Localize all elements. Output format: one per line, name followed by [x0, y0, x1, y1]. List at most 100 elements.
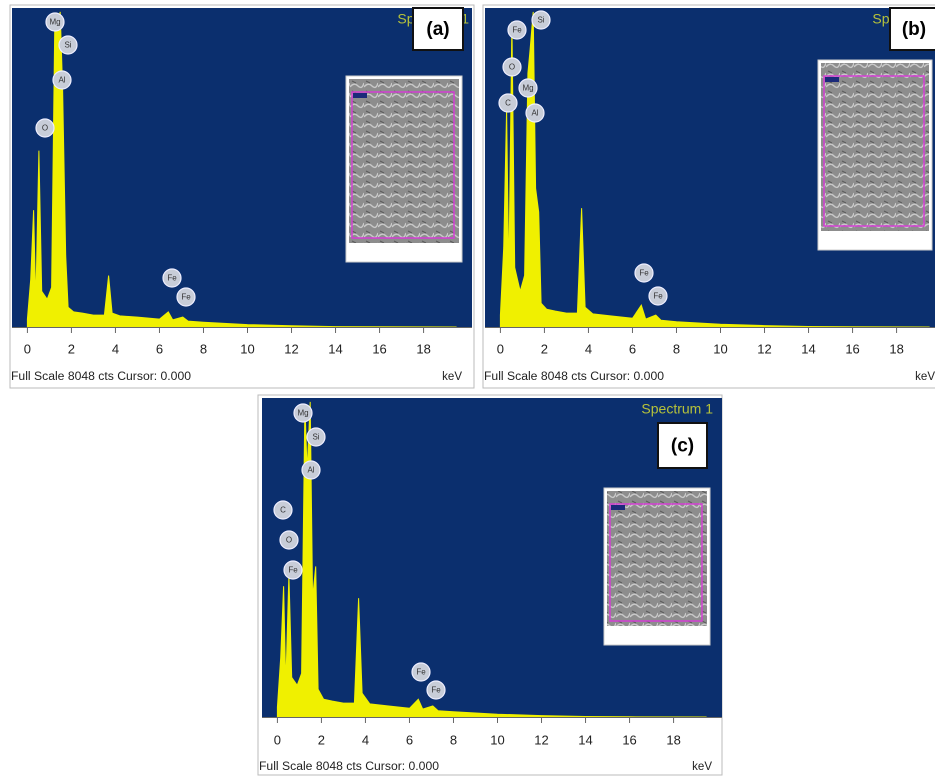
- x-tick-label: 14: [578, 732, 592, 747]
- peak-marker: [35, 118, 55, 138]
- panel-label-box: [889, 7, 935, 51]
- inset-selection: [351, 91, 455, 239]
- peak-label: Fe: [416, 668, 426, 677]
- panel-label-box: [657, 422, 708, 469]
- panel-label: (c): [671, 436, 694, 457]
- x-tick-label: 0: [497, 341, 504, 356]
- peak-label: Al: [307, 466, 314, 475]
- x-unit: keV: [915, 371, 935, 383]
- peak-marker: [45, 12, 65, 32]
- x-tick-label: 8: [200, 341, 207, 356]
- x-tick-label: 10: [713, 341, 727, 356]
- peak-marker: [648, 286, 668, 306]
- panel-label: (b): [902, 19, 926, 40]
- footer: Full Scale 8048 cts Cursor: 0.000: [11, 371, 191, 383]
- x-tick-label: 18: [889, 341, 903, 356]
- inset-image: [821, 63, 929, 231]
- footer: Full Scale 8048 cts Cursor: 0.000: [484, 371, 664, 383]
- peak-marker: [518, 78, 538, 98]
- inset-selection: [609, 503, 703, 622]
- x-tick-label: 4: [585, 341, 592, 356]
- spectrum: [499, 11, 930, 327]
- x-tick-label: 18: [416, 341, 430, 356]
- peak-marker: [273, 500, 293, 520]
- x-tick-label: 16: [622, 732, 636, 747]
- x-tick-label: 0: [274, 732, 281, 747]
- peak-marker: [279, 530, 299, 550]
- peak-marker: [502, 57, 522, 77]
- peak-marker: [525, 103, 545, 123]
- x-tick-label: 6: [156, 341, 163, 356]
- inset-image: [607, 491, 707, 626]
- peak-label: Si: [64, 41, 71, 50]
- peak-label: Si: [537, 16, 544, 25]
- x-tick-label: 2: [541, 341, 548, 356]
- peak-marker: [283, 560, 303, 580]
- x-tick-label: 14: [801, 341, 815, 356]
- x-tick-label: 2: [68, 341, 75, 356]
- peak-label: Al: [531, 109, 538, 118]
- peak-label: Fe: [653, 292, 663, 301]
- peak-marker: [306, 427, 326, 447]
- peak-marker: [507, 20, 527, 40]
- peak-label: Fe: [167, 274, 177, 283]
- spectrum-title: Spectrum 1: [641, 401, 713, 417]
- x-tick-label: 6: [629, 341, 636, 356]
- peak-label: Fe: [512, 26, 522, 35]
- footer: Full Scale 8048 cts Cursor: 0.000: [259, 761, 439, 773]
- peak-label: Mg: [49, 18, 60, 27]
- x-tick-label: 12: [284, 341, 298, 356]
- inset-tag: [611, 505, 625, 510]
- peak-marker: [634, 263, 654, 283]
- peak-label: O: [286, 536, 292, 545]
- peak-marker: [58, 35, 78, 55]
- x-tick-label: 2: [318, 732, 325, 747]
- x-tick-label: 8: [673, 341, 680, 356]
- x-tick-label: 10: [490, 732, 504, 747]
- spectrum: [276, 401, 707, 717]
- x-tick-label: 14: [328, 341, 342, 356]
- peak-label: Fe: [288, 566, 298, 575]
- peak-marker: [162, 268, 182, 288]
- peak-label: Si: [312, 433, 319, 442]
- peak-label: O: [509, 63, 515, 72]
- peak-label: Fe: [181, 293, 191, 302]
- peak-marker: [301, 460, 321, 480]
- peak-marker: [498, 93, 518, 113]
- peak-label: Fe: [431, 686, 441, 695]
- x-tick-label: 12: [757, 341, 771, 356]
- x-tick-label: 4: [362, 732, 369, 747]
- panel-label: (a): [426, 19, 449, 40]
- peak-label: Al: [58, 76, 65, 85]
- peak-marker: [176, 287, 196, 307]
- x-tick-label: 6: [406, 732, 413, 747]
- x-tick-label: 0: [24, 341, 31, 356]
- peak-marker: [52, 70, 72, 90]
- peak-marker: [293, 403, 313, 423]
- spectrum: [26, 11, 457, 327]
- spectrum-panel: Spectrum 1 0 2 4 6 8 10 12 14 16 18 Full Scale 8048…: [257, 394, 723, 776]
- x-unit: keV: [442, 371, 462, 383]
- x-tick-label: 16: [845, 341, 859, 356]
- x-tick-label: 4: [112, 341, 119, 356]
- peak-label: Fe: [639, 269, 649, 278]
- x-tick-label: 8: [450, 732, 457, 747]
- x-tick-label: 18: [666, 732, 680, 747]
- inset-tag: [825, 77, 839, 82]
- peak-marker: [531, 10, 551, 30]
- x-tick-label: 10: [240, 341, 254, 356]
- peak-marker: [411, 662, 431, 682]
- peak-label: Mg: [297, 409, 308, 418]
- x-unit: keV: [692, 761, 712, 773]
- inset-selection: [823, 75, 925, 227]
- panel-label-box: [412, 7, 464, 51]
- peak-marker: [426, 680, 446, 700]
- x-tick-label: 12: [534, 732, 548, 747]
- inset-tag: [353, 93, 367, 98]
- peak-label: Mg: [522, 84, 533, 93]
- inset-image: [349, 79, 459, 243]
